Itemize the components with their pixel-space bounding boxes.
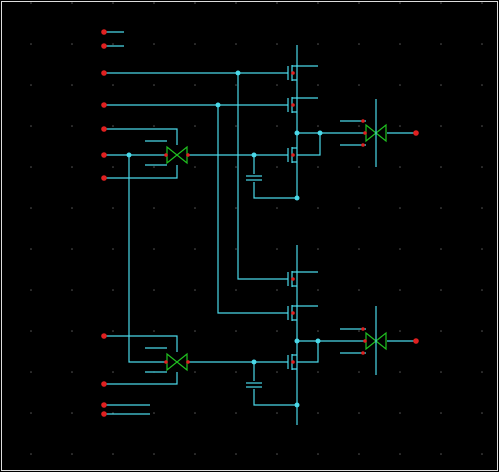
- pin: [291, 71, 295, 75]
- junction: [251, 152, 257, 158]
- pin: [101, 102, 107, 108]
- pin: [361, 327, 365, 331]
- junction: [294, 338, 300, 344]
- junction: [294, 195, 300, 201]
- transmission-gate: [375, 123, 387, 143]
- pin: [363, 131, 367, 135]
- pin: [101, 175, 107, 181]
- junction: [294, 402, 300, 408]
- pin: [101, 402, 107, 408]
- wire: [128, 155, 165, 363]
- pin: [164, 360, 168, 364]
- wire: [253, 389, 297, 406]
- wire: [237, 73, 288, 280]
- wire: [217, 105, 288, 314]
- wire: [253, 182, 297, 199]
- wire: [104, 128, 178, 145]
- wire: [297, 133, 321, 156]
- pin: [101, 70, 107, 76]
- pin: [186, 360, 190, 364]
- junction: [315, 338, 321, 344]
- junction: [126, 70, 323, 408]
- pin: [291, 153, 295, 157]
- pin: [101, 333, 107, 339]
- pin: [101, 29, 107, 35]
- pin: [413, 130, 419, 136]
- wire: [104, 372, 178, 385]
- pin: [361, 351, 365, 355]
- wire: [104, 31, 416, 425]
- junction: [126, 152, 132, 158]
- pin: [101, 411, 107, 417]
- junction: [215, 102, 221, 108]
- pin: [361, 119, 365, 123]
- pin: [101, 126, 107, 132]
- pin: [363, 339, 367, 343]
- pin: [361, 143, 365, 147]
- junction: [294, 130, 300, 136]
- transmission-gate: [375, 331, 387, 351]
- junction: [251, 359, 257, 365]
- pin: [164, 153, 168, 157]
- pin: [101, 381, 107, 387]
- wire: [104, 335, 178, 352]
- pin: [186, 153, 190, 157]
- pin: [101, 29, 419, 417]
- junction: [317, 130, 323, 136]
- pin: [413, 338, 419, 344]
- pin: [291, 311, 295, 315]
- pin: [101, 152, 107, 158]
- pin: [291, 360, 295, 364]
- pin: [291, 277, 295, 281]
- wire: [297, 341, 319, 363]
- junction: [235, 70, 241, 76]
- wire: [104, 165, 178, 179]
- pin: [291, 103, 295, 107]
- pin: [101, 43, 107, 49]
